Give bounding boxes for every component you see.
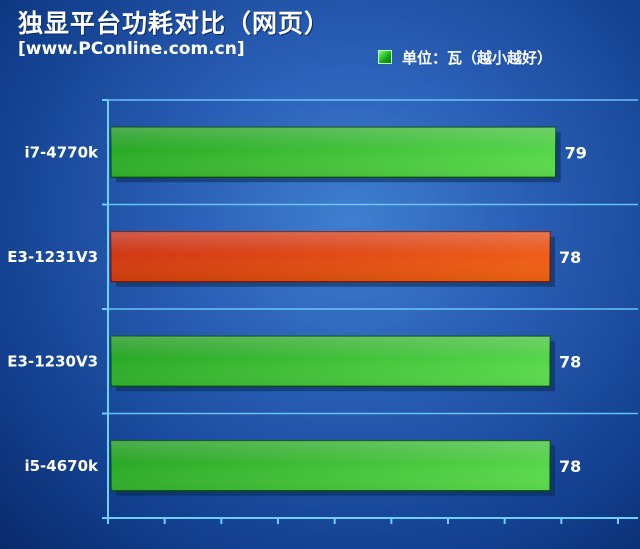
category-label: i5-4670k [24,457,99,475]
category-label: E3-1230V3 [7,352,98,370]
legend: 单位：瓦（越小越好） [378,47,552,67]
value-label: 78 [559,352,581,371]
bar-sheen [111,127,556,178]
legend-label: 单位：瓦（越小越好） [402,48,553,67]
value-label: 79 [565,143,587,162]
category-label: E3-1231V3 [7,248,98,266]
bar-sheen [111,231,550,282]
bar-sheen [111,440,550,491]
bar-sheen [111,336,550,387]
value-label: 78 [559,248,581,267]
category-label: i7-4770k [24,143,99,161]
chart-subtitle: [www.PConline.com.cn] [18,39,245,59]
legend-swatch [378,50,392,64]
chart-title: 独显平台功耗对比（网页） [18,9,331,38]
value-label: 78 [559,457,581,476]
